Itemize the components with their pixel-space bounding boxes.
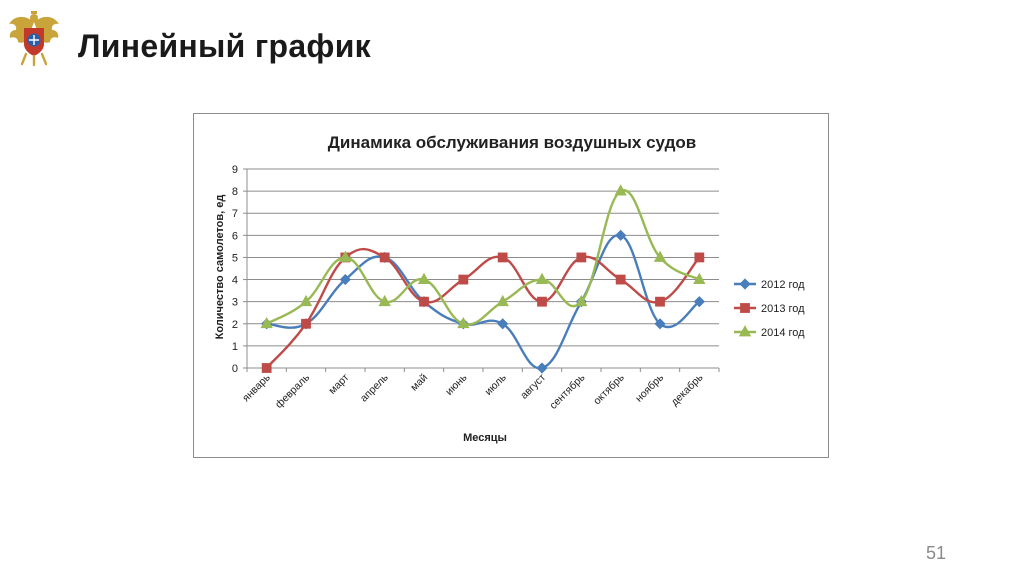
- x-tick-label: февраль: [273, 371, 313, 411]
- y-tick-label: 2: [232, 319, 238, 331]
- x-tick-label: март: [326, 372, 351, 397]
- data-point: [615, 229, 627, 241]
- data-point: [535, 272, 549, 284]
- legend-item: 2013 год: [734, 303, 805, 315]
- y-tick-label: 1: [232, 341, 238, 353]
- legend-item: 2012 год: [734, 278, 805, 291]
- legend-label: 2014 год: [761, 327, 805, 339]
- data-point: [497, 252, 508, 263]
- x-tick-label: октябрь: [591, 371, 627, 407]
- page-number: 51: [925, 543, 946, 563]
- data-point: [339, 250, 352, 262]
- y-tick-label: 7: [232, 208, 238, 220]
- y-tick-label: 8: [232, 186, 238, 198]
- data-point: [417, 272, 431, 284]
- chart-container: Динамика обслуживания воздушных судов Ме…: [193, 113, 829, 458]
- data-point: [496, 294, 509, 307]
- x-tick-label: сентябрь: [547, 371, 587, 411]
- data-point: [497, 318, 509, 330]
- y-tick-label: 6: [232, 230, 238, 242]
- data-point: [379, 252, 390, 263]
- data-point: [576, 252, 587, 263]
- x-tick-label: декабрь: [669, 371, 706, 408]
- x-tick-label: август: [518, 372, 548, 402]
- data-point: [260, 316, 273, 329]
- x-tick-label: ноябрь: [633, 371, 666, 404]
- data-point: [301, 318, 311, 329]
- data-point: [614, 184, 627, 196]
- x-tick-label: май: [408, 372, 430, 394]
- y-axis-label: Количество самолетов, ед: [214, 195, 226, 340]
- data-point: [653, 250, 667, 262]
- x-tick-label: июнь: [443, 371, 470, 398]
- data-point: [536, 362, 548, 374]
- legend-marker: [738, 325, 752, 337]
- data-point: [575, 294, 588, 307]
- legend-marker: [740, 303, 750, 313]
- legend-label: 2013 год: [761, 303, 805, 315]
- series: [260, 184, 706, 329]
- chart-title: Динамика обслуживания воздушных судов: [328, 133, 696, 152]
- y-tick-label: 0: [232, 363, 238, 375]
- line-chart: Динамика обслуживания воздушных судов Ме…: [214, 133, 805, 444]
- y-tick-label: 9: [232, 164, 238, 176]
- legend-item: 2014 год: [734, 325, 805, 339]
- data-point: [339, 273, 351, 286]
- data-point: [299, 294, 313, 307]
- y-tick-label: 3: [232, 297, 238, 309]
- y-tick-label: 4: [232, 275, 238, 287]
- data-point: [261, 363, 272, 373]
- x-tick-label: апрель: [358, 371, 391, 404]
- emblem-icon: [9, 11, 59, 66]
- legend-label: 2012 год: [761, 279, 805, 291]
- data-point: [378, 294, 391, 307]
- data-point: [537, 296, 547, 307]
- data-point: [654, 318, 666, 330]
- legend-marker: [739, 278, 751, 290]
- data-point: [419, 296, 429, 307]
- x-axis-label: Месяцы: [463, 432, 507, 444]
- data-point: [694, 252, 705, 263]
- data-point: [615, 274, 626, 285]
- data-point: [458, 274, 469, 285]
- data-point: [693, 272, 706, 284]
- x-tick-label: январь: [240, 371, 273, 404]
- slide-title: Линейный график: [78, 28, 371, 64]
- data-point: [457, 316, 470, 329]
- data-point: [655, 296, 665, 307]
- data-point: [693, 296, 705, 308]
- x-tick-label: июль: [483, 371, 510, 398]
- y-tick-label: 5: [232, 252, 238, 264]
